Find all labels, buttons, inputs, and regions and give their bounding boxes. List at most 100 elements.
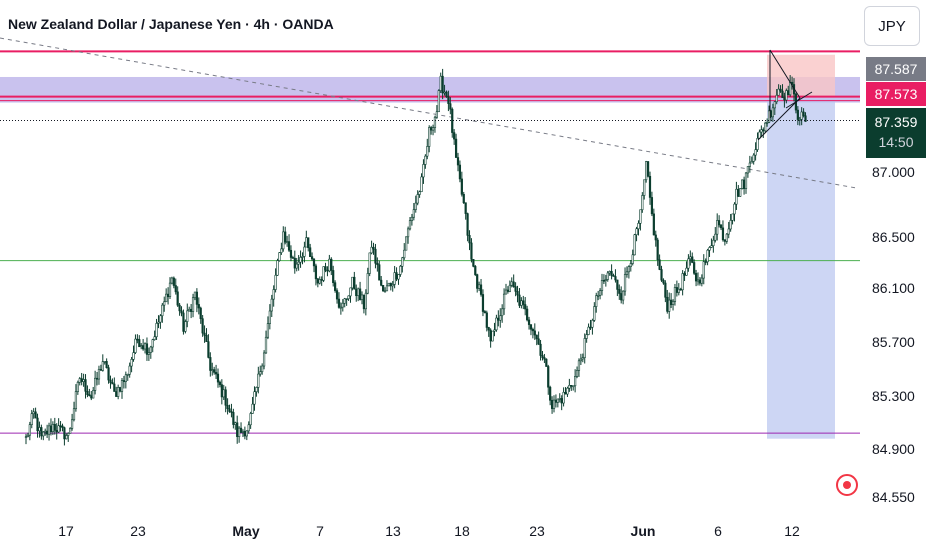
candle[interactable] xyxy=(147,347,150,361)
candle[interactable] xyxy=(132,345,135,362)
candle[interactable] xyxy=(118,386,122,393)
candle[interactable] xyxy=(42,430,45,441)
candle[interactable] xyxy=(387,282,390,287)
candle[interactable] xyxy=(437,89,440,113)
candle[interactable] xyxy=(718,215,721,228)
candle[interactable] xyxy=(702,254,705,285)
candle[interactable] xyxy=(163,296,166,312)
candle[interactable] xyxy=(431,124,435,136)
candle[interactable] xyxy=(449,97,452,115)
candle[interactable] xyxy=(115,386,118,397)
candle[interactable] xyxy=(645,160,648,183)
candle[interactable] xyxy=(533,323,536,340)
candle[interactable] xyxy=(26,432,30,438)
candle[interactable] xyxy=(241,429,245,438)
candle[interactable] xyxy=(259,365,262,377)
candle[interactable] xyxy=(616,279,619,297)
candle[interactable] xyxy=(478,281,481,292)
candle[interactable] xyxy=(670,293,673,309)
candle[interactable] xyxy=(746,166,750,178)
candle[interactable] xyxy=(130,356,133,373)
candle[interactable] xyxy=(262,350,266,370)
candle[interactable] xyxy=(510,277,513,288)
candle[interactable] xyxy=(345,298,348,306)
candle[interactable] xyxy=(318,276,321,285)
candle[interactable] xyxy=(639,209,642,231)
candle[interactable] xyxy=(247,421,250,434)
candle[interactable] xyxy=(693,259,696,275)
candle[interactable] xyxy=(226,398,229,415)
candle[interactable] xyxy=(57,418,60,433)
candle[interactable] xyxy=(785,88,788,104)
candle[interactable] xyxy=(629,259,632,272)
candle[interactable] xyxy=(312,258,316,273)
candle[interactable] xyxy=(691,252,694,264)
candle[interactable] xyxy=(666,289,669,314)
candle[interactable] xyxy=(380,275,383,287)
candle[interactable] xyxy=(107,364,110,384)
candle[interactable] xyxy=(610,264,613,280)
triangle-pattern[interactable] xyxy=(757,49,813,141)
candle[interactable] xyxy=(696,272,700,286)
candle[interactable] xyxy=(188,306,191,312)
candle[interactable] xyxy=(74,384,78,412)
candle[interactable] xyxy=(568,378,571,392)
resistance-zone[interactable] xyxy=(0,76,860,103)
candle[interactable] xyxy=(153,330,156,341)
candle[interactable] xyxy=(504,283,508,295)
candle[interactable] xyxy=(597,290,600,301)
candle[interactable] xyxy=(658,254,661,271)
candle[interactable] xyxy=(278,252,281,262)
candle[interactable] xyxy=(648,171,652,205)
candle[interactable] xyxy=(614,269,617,283)
candle[interactable] xyxy=(575,366,579,379)
candle[interactable] xyxy=(777,84,780,96)
candle[interactable] xyxy=(710,238,713,249)
candle[interactable] xyxy=(307,237,310,252)
candle[interactable] xyxy=(309,243,312,257)
candle[interactable] xyxy=(531,327,534,339)
candle[interactable] xyxy=(230,403,233,418)
candle[interactable] xyxy=(122,375,126,389)
candle[interactable] xyxy=(126,373,129,381)
candle[interactable] xyxy=(376,257,379,272)
candle[interactable] xyxy=(253,386,256,411)
candle[interactable] xyxy=(625,266,629,278)
candle[interactable] xyxy=(430,125,433,135)
candle[interactable] xyxy=(332,265,335,287)
candle[interactable] xyxy=(516,285,519,303)
candle[interactable] xyxy=(393,265,396,289)
candle[interactable] xyxy=(539,339,542,361)
candle[interactable] xyxy=(593,302,596,322)
candle[interactable] xyxy=(487,326,490,337)
candle[interactable] xyxy=(339,302,342,315)
candle[interactable] xyxy=(412,202,415,221)
candle[interactable] xyxy=(589,319,592,330)
candle[interactable] xyxy=(218,380,222,388)
candle[interactable] xyxy=(366,267,369,295)
candle[interactable] xyxy=(735,181,738,210)
candle[interactable] xyxy=(140,343,143,350)
candle[interactable] xyxy=(526,305,529,322)
candle[interactable] xyxy=(550,396,554,414)
candle[interactable] xyxy=(577,358,581,377)
candle[interactable] xyxy=(633,233,636,256)
candle[interactable] xyxy=(286,235,289,247)
candle[interactable] xyxy=(466,212,469,242)
candle[interactable] xyxy=(566,386,569,397)
candle[interactable] xyxy=(704,258,707,266)
candle[interactable] xyxy=(591,318,594,335)
candle[interactable] xyxy=(134,334,137,355)
candle[interactable] xyxy=(742,176,746,195)
candle[interactable] xyxy=(190,303,193,319)
candle[interactable] xyxy=(360,291,364,305)
currency-button[interactable]: JPY xyxy=(864,6,920,46)
candle[interactable] xyxy=(681,270,684,296)
candle[interactable] xyxy=(549,385,552,406)
candle[interactable] xyxy=(145,337,149,361)
candle[interactable] xyxy=(341,299,344,312)
candle[interactable] xyxy=(201,315,204,337)
candle[interactable] xyxy=(656,237,659,266)
candle[interactable] xyxy=(176,286,179,307)
